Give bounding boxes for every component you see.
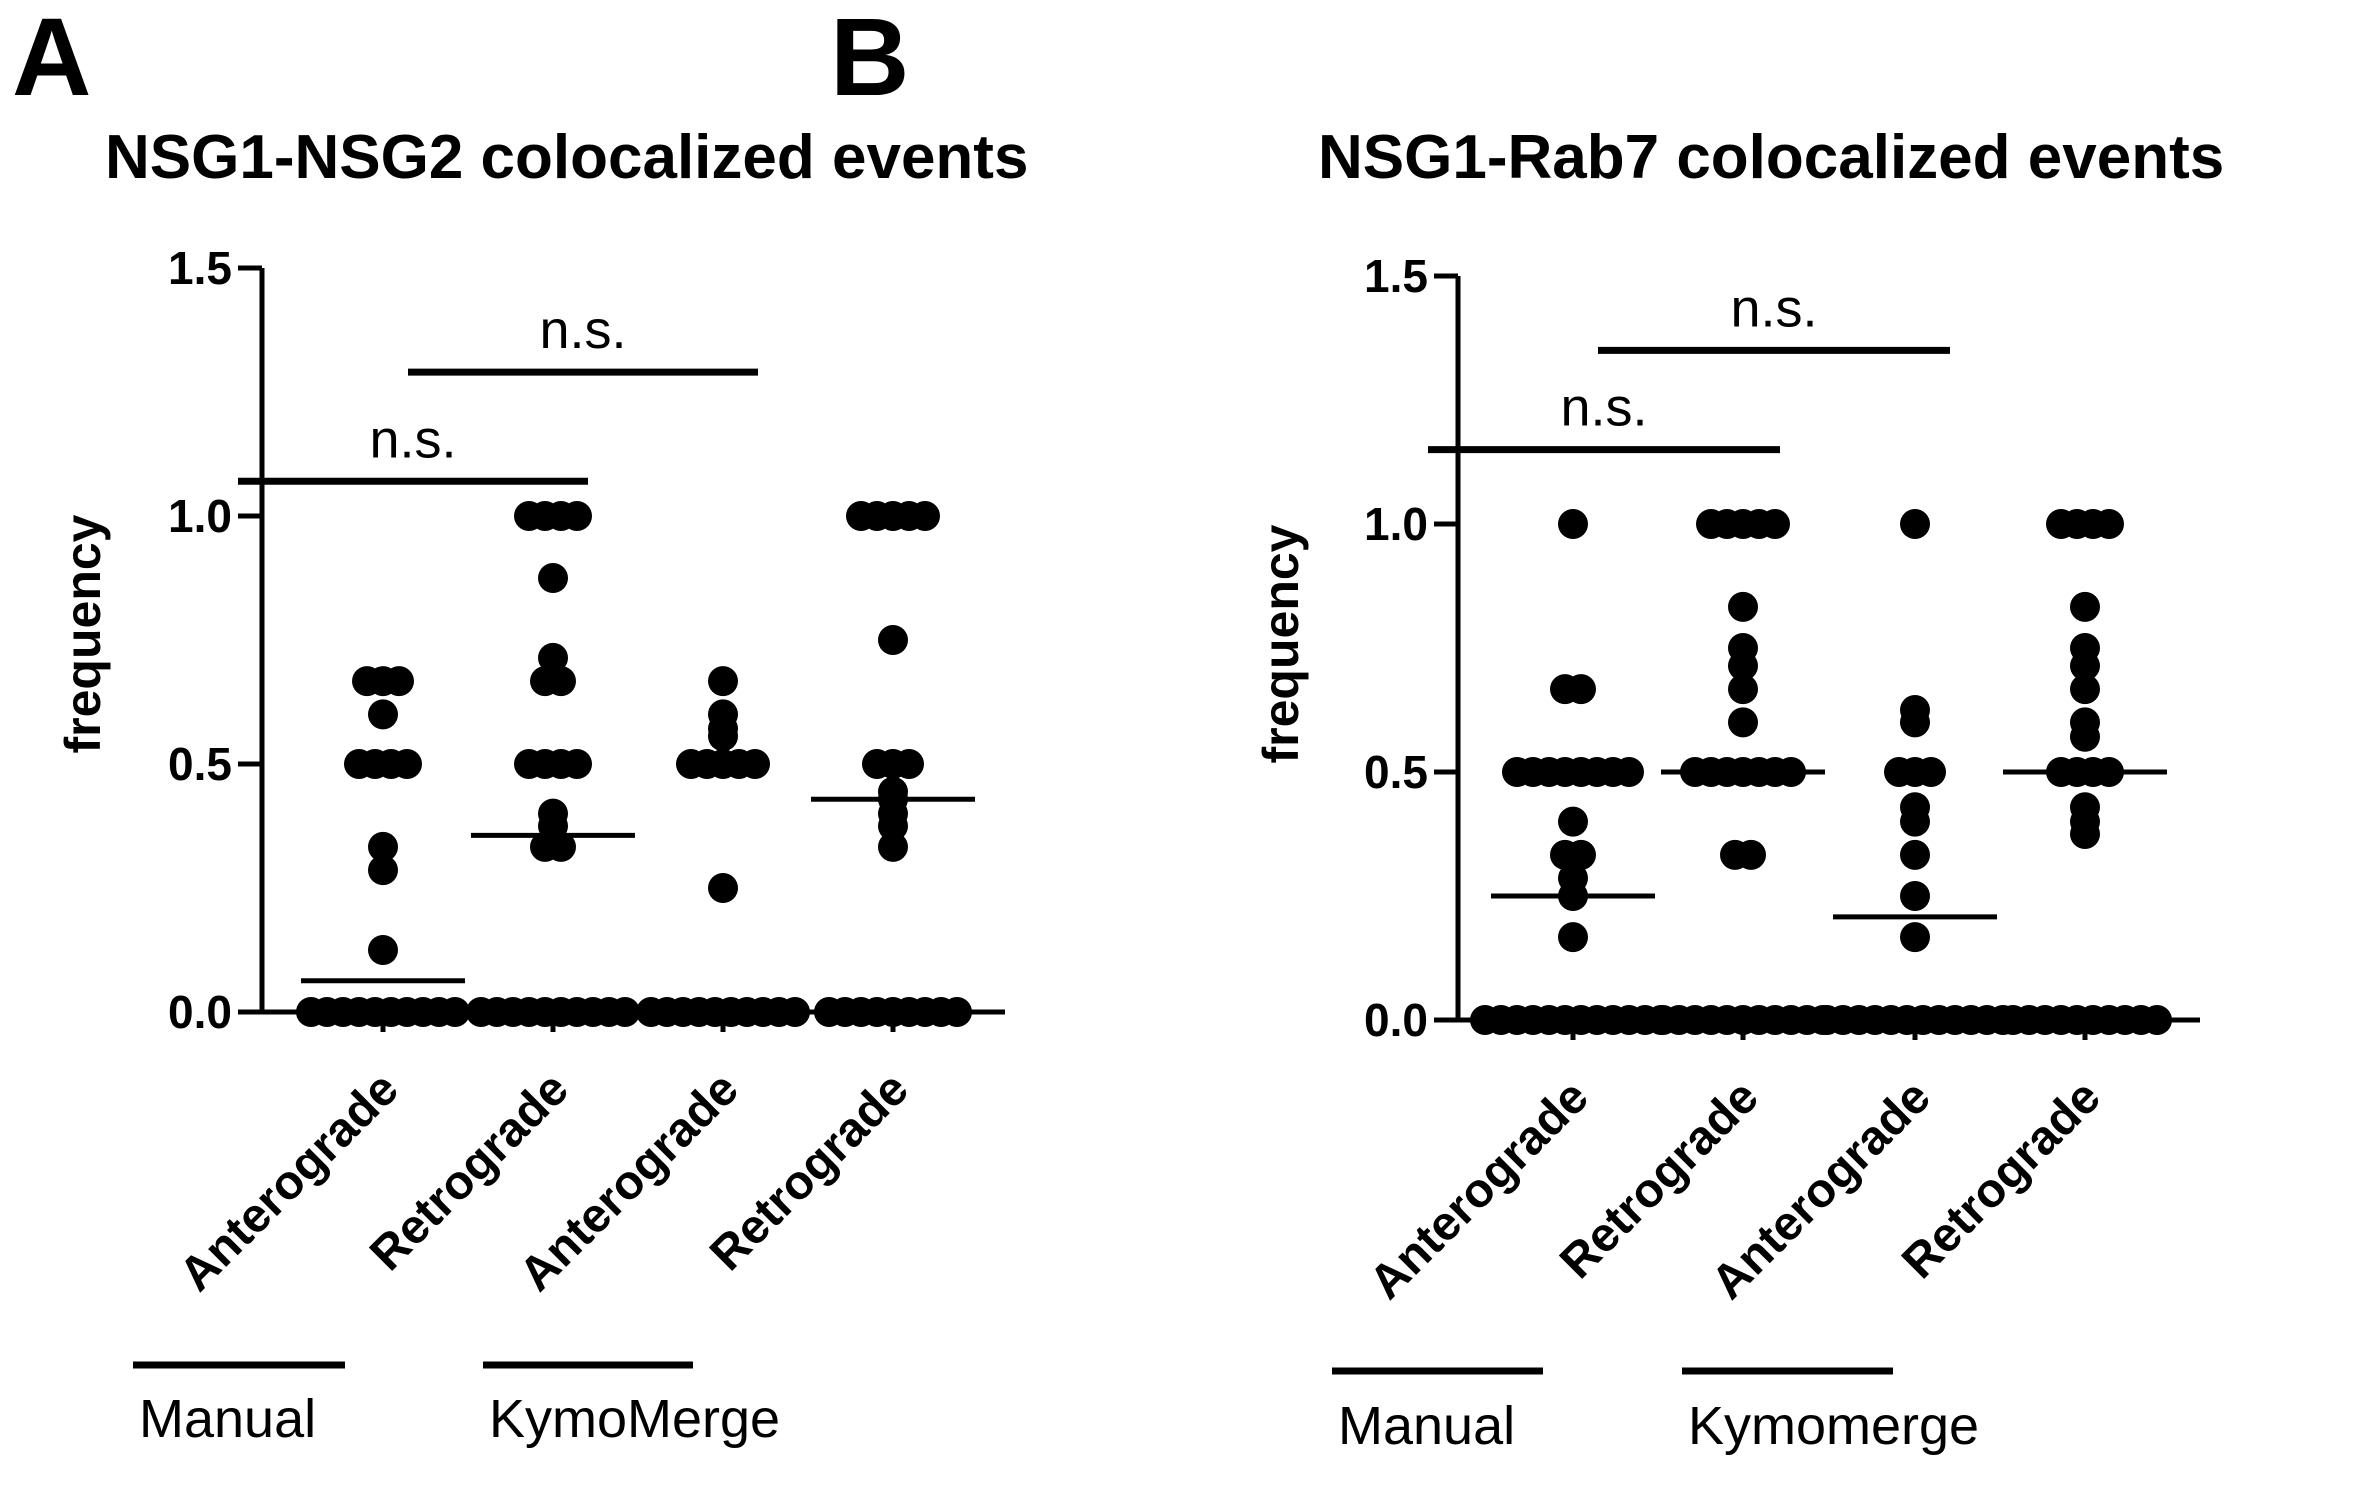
data-point <box>546 666 576 697</box>
data-point <box>708 666 738 697</box>
panel-a: A NSG1-NSG2 colocalized events frequency… <box>12 0 1028 1449</box>
chart-title-b: NSG1-Rab7 colocalized events <box>1318 123 2224 192</box>
data-point <box>1900 695 1930 725</box>
y-tick-label: 0.5 <box>1364 746 1428 798</box>
y-tick-label: 0.0 <box>1364 994 1428 1046</box>
data-point <box>1728 674 1758 705</box>
panel-b: B NSG1-Rab7 colocalized events frequency… <box>830 0 2224 1456</box>
panel-letter-b: B <box>830 0 909 119</box>
data-point <box>1614 757 1644 787</box>
significance-label: n.s. <box>1560 378 1647 438</box>
y-tick-label: 0.0 <box>168 986 232 1038</box>
data-point <box>878 831 908 862</box>
data-point <box>1558 863 1588 894</box>
y-axis-label-a: frequency <box>55 514 111 753</box>
data-point <box>384 666 414 697</box>
x-category-label: Anterograde <box>170 1062 409 1301</box>
data-point <box>538 642 568 673</box>
data-point <box>740 749 770 779</box>
panel-letter-a: A <box>12 0 91 119</box>
chart-title-a: NSG1-NSG2 colocalized events <box>105 123 1028 192</box>
data-point <box>1558 806 1588 837</box>
data-point <box>538 798 568 829</box>
data-point <box>1728 633 1758 663</box>
data-point <box>368 699 398 730</box>
significance-label: n.s. <box>539 300 626 360</box>
y-tick-label: 1.0 <box>1364 498 1428 550</box>
data-point <box>1900 881 1930 911</box>
data-point <box>1728 591 1758 622</box>
significance-label: n.s. <box>369 409 456 469</box>
plot-area-a: 0.00.51.01.5AnterogradeRetrogradeAnterog… <box>133 242 1005 1449</box>
data-point <box>610 997 640 1027</box>
group-label: Kymomerge <box>1688 1396 1979 1456</box>
data-point <box>562 501 592 531</box>
y-tick-label: 0.5 <box>168 738 232 790</box>
data-point <box>1760 509 1790 539</box>
data-point <box>440 997 470 1027</box>
data-point <box>910 501 940 531</box>
plot-area-b: 0.00.51.01.5AnterogradeRetrogradeAnterog… <box>1332 250 2200 1456</box>
data-point <box>392 749 422 779</box>
data-point <box>708 699 738 730</box>
data-point <box>368 831 398 862</box>
data-point <box>368 855 398 886</box>
data-point <box>538 563 568 593</box>
data-point <box>1916 757 1946 787</box>
y-tick-label: 1.5 <box>1364 250 1428 302</box>
data-point <box>1900 792 1930 823</box>
data-point <box>2070 792 2100 823</box>
data-point <box>2070 707 2100 738</box>
data-point <box>2094 509 2124 539</box>
y-tick-label: 1.0 <box>168 490 232 542</box>
group-label: KymoMerge <box>489 1389 780 1449</box>
data-point <box>942 997 972 1027</box>
data-point <box>1558 922 1588 953</box>
data-point <box>878 625 908 655</box>
data-point <box>1900 509 1930 539</box>
y-axis-label-b: frequency <box>1253 524 1309 763</box>
data-point <box>894 749 924 779</box>
data-point <box>1566 839 1596 870</box>
group-label: Manual <box>1338 1396 1515 1456</box>
data-point <box>1736 839 1766 870</box>
data-point <box>2142 1005 2172 1035</box>
y-tick-label: 1.5 <box>168 242 232 294</box>
group-label: Manual <box>139 1389 316 1449</box>
data-point <box>2070 591 2100 622</box>
data-point <box>1728 707 1758 738</box>
data-point <box>1558 509 1588 539</box>
data-point <box>562 749 592 779</box>
significance-label: n.s. <box>1730 278 1817 338</box>
data-point <box>1900 922 1930 953</box>
data-point <box>708 873 738 903</box>
data-point <box>1900 839 1930 870</box>
data-point <box>2070 674 2100 705</box>
data-point <box>368 935 398 965</box>
data-point <box>1566 674 1596 705</box>
data-point <box>878 776 908 807</box>
x-category-label: Anterograde <box>1360 1070 1599 1309</box>
data-point <box>2070 633 2100 663</box>
